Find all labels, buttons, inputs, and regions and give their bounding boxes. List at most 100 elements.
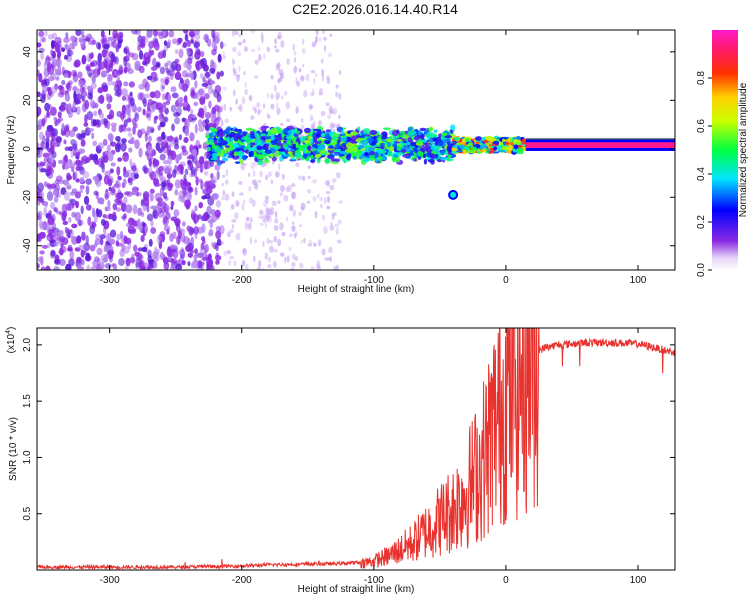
heatmap-cell (92, 140, 98, 147)
heatmap-cell (270, 135, 275, 141)
heatmap-cell (215, 259, 220, 265)
heatmap-cell (226, 249, 232, 255)
heatmap-cell (216, 116, 222, 121)
heatmap-cell (117, 157, 123, 162)
heatmap-cell (362, 128, 371, 135)
heatmap-cell (144, 35, 149, 44)
heatmap-cell (159, 146, 165, 151)
heatmap-cell (325, 129, 331, 133)
heatmap-cell (107, 73, 113, 82)
heatmap-cell (223, 103, 227, 112)
heatmap-cell (164, 142, 169, 149)
heatmap-cell (85, 65, 91, 72)
heatmap-cell (63, 155, 68, 166)
heatmap-cell (296, 80, 301, 87)
heatmap-cell (202, 252, 208, 261)
heatmap-cell (290, 148, 295, 152)
heatmap-cell (43, 207, 47, 217)
heatmap-cell (306, 200, 311, 204)
heatmap-cell (108, 109, 115, 120)
heatmap-cell (73, 61, 80, 68)
heatmap-cell (97, 142, 105, 150)
heatmap-cell (146, 213, 154, 222)
heatmap-cell (310, 70, 316, 74)
heatmap-cell (56, 118, 62, 124)
x-tick-label: -100 (364, 275, 384, 286)
heatmap-cell (509, 141, 514, 146)
heatmap-cell (137, 247, 144, 252)
heatmap-cell (232, 46, 237, 53)
heatmap-cell (177, 250, 184, 255)
heatmap-cell (256, 145, 263, 151)
heatmap-cell (213, 139, 218, 145)
heatmap-cell (207, 86, 214, 95)
heatmap-cell (362, 158, 370, 163)
heatmap-cell (270, 139, 278, 146)
heatmap-cell (321, 248, 326, 256)
heatmap-cell (277, 35, 283, 40)
x-tick-label: 0 (503, 275, 509, 286)
heatmap-cell (407, 126, 413, 132)
heatmap-cell (512, 137, 519, 140)
heatmap-cell (234, 161, 241, 165)
heatmap-cell (417, 130, 422, 136)
heatmap-cell (307, 243, 312, 247)
heatmap-cell (263, 199, 267, 208)
heatmap-cell (333, 152, 340, 156)
heatmap-cell (217, 95, 223, 102)
heatmap-cell (102, 213, 107, 219)
heatmap-cell (248, 151, 252, 158)
heatmap-cell (167, 94, 172, 102)
heatmap-cell (242, 132, 247, 137)
heatmap-cell (66, 175, 73, 181)
heatmap-cell (241, 203, 245, 211)
heatmap-cell (334, 223, 339, 228)
heatmap-cell (231, 223, 234, 229)
heatmap-cell (211, 106, 217, 115)
heatmap-cell (232, 30, 235, 37)
heatmap-cell (86, 85, 92, 91)
x-tick-label: -200 (232, 575, 252, 586)
heatmap-cell (217, 139, 223, 144)
heatmap-cell (167, 39, 172, 45)
heatmap-cell (381, 155, 388, 161)
heatmap-cell (97, 209, 103, 218)
heatmap-cell (117, 31, 123, 38)
heatmap-cell (221, 157, 229, 162)
heatmap-cell (274, 38, 277, 45)
heatmap-cell (182, 41, 187, 48)
heatmap-cell (306, 146, 311, 150)
heatmap-cell (64, 127, 71, 138)
heatmap-cell (71, 40, 76, 50)
heatmap-cell (157, 124, 161, 131)
heatmap-cell (235, 98, 238, 105)
heatmap-cell (329, 224, 335, 231)
heatmap-cell (505, 142, 510, 145)
heatmap-cell (238, 192, 244, 196)
heatmap-cell (258, 209, 264, 216)
heatmap-cell (198, 201, 204, 209)
heatmap-cell (57, 111, 62, 119)
heatmap-cell (513, 140, 520, 146)
heatmap-cell (201, 256, 208, 262)
heatmap-cell (104, 121, 108, 128)
heatmap-cell (48, 209, 52, 216)
heatmap-cell (145, 249, 152, 255)
heatmap-cell (209, 67, 216, 74)
heatmap-cell (173, 112, 181, 117)
heatmap-cell (331, 178, 337, 184)
heatmap-cell (173, 138, 178, 144)
heatmap-cell (84, 99, 90, 110)
heatmap-cell (51, 213, 56, 223)
heatmap-cell (153, 171, 159, 179)
heatmap-cell (39, 131, 44, 141)
heatmap-cell (131, 53, 139, 61)
heatmap-cell (280, 184, 285, 193)
heatmap-cell (41, 118, 46, 127)
heatmap-cell (172, 111, 180, 118)
heatmap-cell (310, 266, 315, 270)
heatmap-cell (76, 235, 82, 244)
heatmap-cell (229, 106, 232, 112)
heatmap-cell (120, 202, 127, 213)
heatmap-cell (159, 251, 165, 261)
